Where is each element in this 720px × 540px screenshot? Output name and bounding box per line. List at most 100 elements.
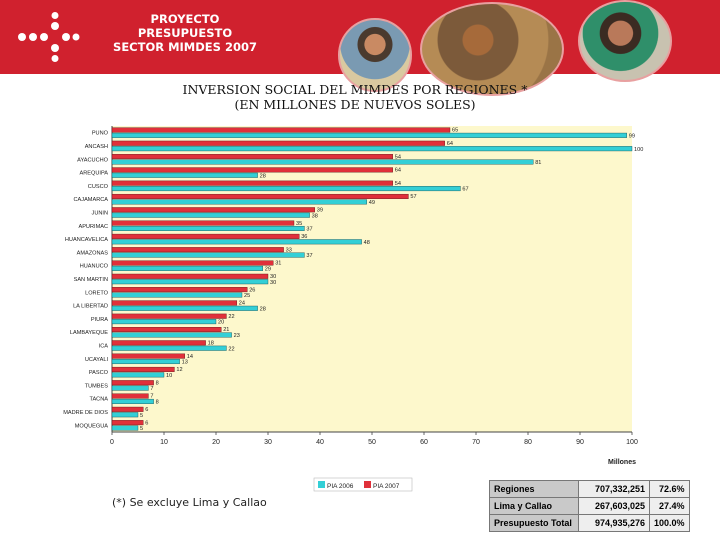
data-label-2007: 54 [395, 181, 401, 187]
summary-amount: 267,603,025 [578, 497, 650, 515]
bar-pia-2006 [111, 239, 362, 245]
bar-pia-2006 [111, 132, 627, 138]
data-label-2007: 26 [249, 287, 255, 293]
category-label: HUANUCO [80, 264, 109, 270]
bar-pia-2006 [111, 345, 227, 351]
data-label-2007: 6 [145, 407, 148, 413]
bar-pia-2006 [111, 172, 258, 178]
data-label-2007: 18 [208, 341, 214, 347]
data-label-2006: 5 [140, 413, 143, 419]
category-label: LAMBAYEQUE [70, 330, 108, 336]
bar-pia-2007 [111, 393, 149, 399]
chart-subtitle-line: (EN MILLONES DE NUEVOS SOLES) [234, 97, 476, 112]
data-label-2007: 36 [301, 234, 307, 240]
bar-pia-2007 [111, 260, 274, 266]
header-photo-mother-child [578, 0, 672, 82]
bar-pia-2007 [111, 273, 269, 279]
bar-pia-2007 [111, 154, 393, 160]
legend-swatch-2007 [364, 481, 371, 488]
bar-pia-2007 [111, 233, 300, 239]
data-label-2006: 49 [369, 200, 375, 206]
category-label: AREQUIPA [80, 171, 109, 177]
footnote: (*) Se excluye Lima y Callao [112, 496, 267, 509]
bar-pia-2006 [111, 252, 305, 258]
bar-pia-2007 [111, 300, 238, 306]
x-tick-label: 10 [160, 439, 168, 446]
bar-pia-2007 [111, 380, 154, 386]
x-tick-label: 100 [626, 439, 638, 446]
bar-pia-2007 [111, 287, 248, 293]
data-label-2006: 37 [306, 253, 312, 259]
data-label-2006: 38 [312, 213, 318, 219]
chart-title-line: INVERSION SOCIAL DEL MIMDES POR REGIONES… [182, 82, 528, 97]
bar-pia-2006 [111, 279, 269, 285]
table-row: Regiones 707,332,251 72.6% [489, 480, 690, 498]
data-label-2006: 81 [535, 160, 541, 166]
x-tick-label: 80 [524, 439, 532, 446]
x-tick-label: 70 [472, 439, 480, 446]
data-label-2006: 48 [364, 240, 370, 246]
data-label-2006: 100 [634, 147, 643, 153]
bar-pia-2006 [111, 199, 368, 205]
x-tick-label: 0 [110, 439, 114, 446]
header-photo-women [338, 18, 412, 92]
category-label: LA LIBERTAD [73, 304, 108, 310]
data-label-2007: 22 [228, 314, 234, 320]
bar-pia-2006 [111, 146, 633, 152]
table-row: Presupuesto Total 974,935,276 100.0% [489, 514, 690, 532]
bar-pia-2006 [111, 292, 243, 298]
bar-pia-2006 [111, 212, 310, 218]
data-label-2007: 21 [223, 327, 229, 333]
data-label-2006: 28 [260, 306, 266, 312]
legend-label-2006: PIA 2006 [327, 483, 354, 490]
bar-pia-2006 [111, 225, 305, 231]
bar-pia-2006 [111, 412, 139, 418]
data-label-2007: 8 [156, 380, 159, 386]
mimdes-logo-icon [18, 12, 80, 62]
bar-pia-2007 [111, 140, 445, 146]
chart-title: INVERSION SOCIAL DEL MIMDES POR REGIONES… [110, 82, 600, 112]
bar-pia-2006 [111, 385, 149, 391]
data-label-2006: 13 [182, 360, 188, 366]
bar-pia-2006 [111, 425, 139, 431]
legend-label-2007: PIA 2007 [373, 483, 400, 490]
x-tick-label: 30 [264, 439, 272, 446]
category-label: PUNO [92, 131, 109, 137]
summary-percent: 72.6% [649, 480, 690, 498]
category-label: MADRE DE DIOS [63, 410, 108, 416]
data-label-2006: 5 [140, 426, 143, 432]
x-tick-label: 50 [368, 439, 376, 446]
summary-percent: 100.0% [649, 514, 690, 532]
data-label-2007: 30 [270, 274, 276, 280]
category-label: HUANCAVELICA [65, 237, 108, 243]
data-label-2006: 28 [260, 173, 266, 179]
category-label: MOQUEGUA [75, 423, 109, 429]
category-label: SAN MARTIN [74, 277, 108, 283]
summary-label: Regiones [489, 480, 579, 498]
category-label: TUMBES [85, 383, 109, 389]
data-label-2007: 64 [447, 141, 453, 147]
data-label-2007: 35 [296, 221, 302, 227]
data-label-2007: 33 [286, 247, 292, 253]
data-label-2006: 67 [462, 187, 468, 193]
bar-pia-2007 [111, 340, 206, 346]
summary-amount: 707,332,251 [578, 480, 650, 498]
header-photo-workers [420, 2, 564, 96]
bar-pia-2006 [111, 398, 154, 404]
category-label: AYACUCHO [77, 157, 109, 163]
summary-label: Lima y Callao [489, 497, 579, 515]
data-label-2007: 54 [395, 154, 401, 160]
data-label-2007: 31 [275, 261, 281, 267]
data-label-2006: 7 [150, 386, 153, 392]
summary-percent: 27.4% [649, 497, 690, 515]
bar-pia-2006 [111, 319, 217, 325]
bar-pia-2007 [111, 313, 227, 319]
data-label-2006: 99 [629, 133, 635, 139]
banner-title-line-3: SECTOR MIMDES 2007 [113, 40, 257, 54]
data-label-2006: 23 [234, 333, 240, 339]
summary-table: Regiones 707,332,251 72.6% Lima y Callao… [489, 480, 690, 532]
category-label: CAJAMARCA [74, 197, 109, 203]
bar-pia-2007 [111, 180, 393, 186]
banner-title: PROYECTO PRESUPUESTO SECTOR MIMDES 2007 [110, 12, 260, 54]
